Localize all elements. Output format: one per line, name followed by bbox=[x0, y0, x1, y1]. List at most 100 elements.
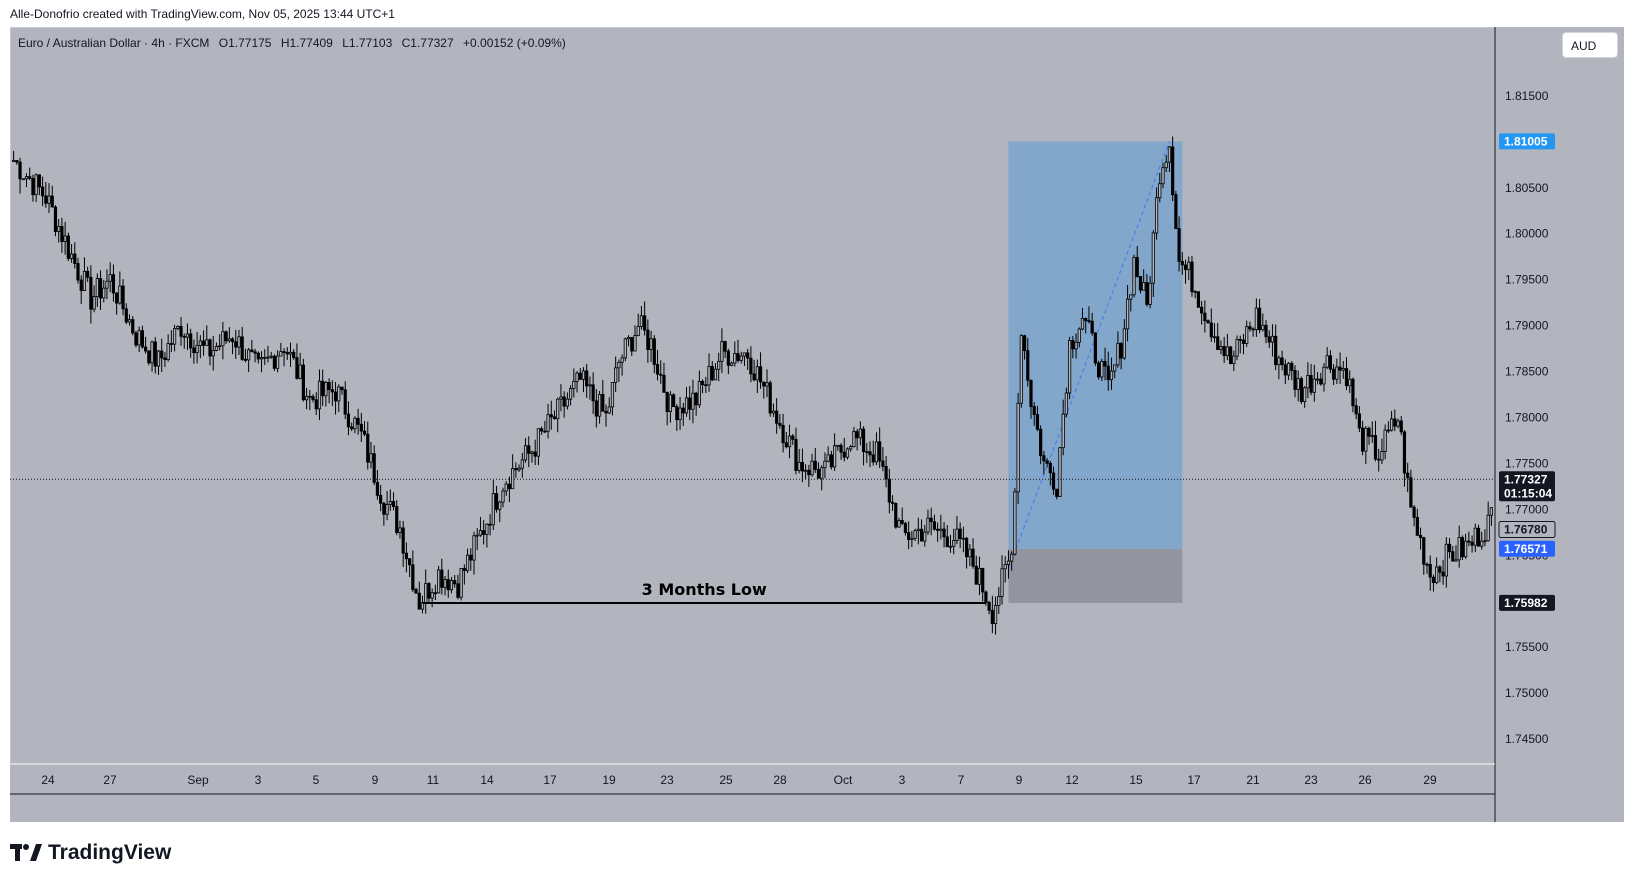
candle-body bbox=[791, 435, 795, 440]
candle-body bbox=[1151, 232, 1155, 284]
candle-body bbox=[391, 501, 396, 508]
candle-body bbox=[346, 413, 351, 428]
candle-body bbox=[1016, 402, 1020, 493]
candle-body bbox=[256, 352, 260, 360]
candle bbox=[752, 359, 756, 382]
candle-body bbox=[672, 394, 676, 408]
candle bbox=[1196, 291, 1201, 308]
candle bbox=[1245, 320, 1249, 347]
stop-zone bbox=[1008, 548, 1183, 603]
candle-body bbox=[395, 506, 399, 534]
currency-button[interactable]: AUD bbox=[1562, 32, 1618, 58]
candle bbox=[588, 376, 592, 400]
candle-body bbox=[308, 395, 312, 398]
stop-price-label-text: 1.75982 bbox=[1504, 596, 1548, 610]
candle bbox=[523, 438, 528, 463]
candle bbox=[1013, 488, 1017, 556]
candle bbox=[436, 565, 441, 594]
candle bbox=[1161, 162, 1165, 189]
price-chart[interactable]: 3 Months Low 1.815001.810001.805001.8000… bbox=[10, 27, 1624, 822]
candle-body bbox=[549, 414, 553, 418]
legend-low: L1.77103 bbox=[342, 36, 393, 50]
candle-body bbox=[952, 540, 956, 547]
candle bbox=[391, 492, 396, 511]
entry-price-label-bg bbox=[1499, 540, 1555, 557]
legend-high: H1.77409 bbox=[280, 36, 333, 50]
candle bbox=[900, 507, 904, 526]
price-axis[interactable] bbox=[1495, 27, 1624, 822]
candle-body bbox=[1068, 340, 1072, 394]
time-tick-label: 26 bbox=[1358, 773, 1372, 787]
candle bbox=[1235, 335, 1239, 361]
candle-body bbox=[758, 366, 763, 383]
candle-body bbox=[366, 433, 370, 463]
candle-body bbox=[1332, 368, 1336, 380]
candle bbox=[543, 420, 547, 433]
candle bbox=[1093, 332, 1097, 366]
candle bbox=[333, 382, 338, 415]
time-tick-label: 11 bbox=[427, 773, 440, 787]
candle bbox=[1061, 399, 1065, 456]
candle bbox=[1032, 402, 1036, 426]
candle-body bbox=[1006, 560, 1011, 565]
time-axis[interactable] bbox=[10, 762, 1624, 822]
candle bbox=[1084, 317, 1088, 334]
legend-symbol[interactable]: Euro / Australian Dollar · 4h · FXCM bbox=[18, 36, 210, 50]
candle-body bbox=[153, 341, 157, 367]
candle-body bbox=[501, 490, 505, 503]
candle bbox=[127, 314, 132, 326]
candle-body bbox=[359, 423, 363, 432]
candle-body bbox=[169, 343, 173, 345]
candle-body bbox=[823, 460, 827, 469]
candle-body bbox=[961, 537, 965, 540]
candle-body bbox=[1051, 472, 1056, 490]
candle-body bbox=[462, 568, 466, 571]
candle-body bbox=[1035, 414, 1040, 430]
candle bbox=[771, 403, 776, 417]
candle bbox=[317, 369, 322, 421]
candle-body bbox=[105, 280, 109, 289]
candle-body bbox=[520, 459, 524, 469]
candle bbox=[1296, 370, 1300, 402]
candle-body bbox=[984, 591, 988, 603]
candle bbox=[1373, 420, 1378, 462]
candle-body bbox=[176, 325, 180, 329]
candle-body bbox=[1476, 527, 1481, 547]
candle-body bbox=[717, 360, 721, 370]
candle bbox=[1232, 350, 1236, 372]
time-tick-label: 17 bbox=[1187, 773, 1201, 787]
candle-body bbox=[333, 391, 338, 402]
candle-body bbox=[993, 605, 998, 625]
candle-body bbox=[884, 465, 888, 480]
candle-body bbox=[482, 530, 486, 535]
candle-body bbox=[1142, 282, 1146, 291]
candle-body bbox=[1106, 365, 1110, 381]
candle bbox=[1080, 307, 1085, 331]
candle-body bbox=[279, 351, 283, 357]
candle bbox=[82, 257, 87, 291]
candle bbox=[375, 469, 380, 500]
candle-body bbox=[601, 393, 605, 412]
candle bbox=[974, 555, 978, 585]
candle bbox=[675, 404, 679, 431]
candle-body bbox=[295, 357, 299, 379]
candle bbox=[12, 150, 16, 162]
candle bbox=[910, 530, 914, 548]
candle bbox=[498, 500, 502, 523]
candle-body bbox=[678, 407, 682, 421]
candle-body bbox=[227, 338, 231, 342]
candle bbox=[356, 408, 360, 435]
candle bbox=[768, 380, 772, 417]
candle bbox=[704, 376, 708, 394]
candle bbox=[140, 325, 144, 349]
candle bbox=[549, 400, 553, 430]
candle bbox=[1460, 535, 1465, 560]
candle-body bbox=[321, 380, 325, 397]
candle bbox=[945, 525, 949, 548]
candle bbox=[108, 262, 112, 293]
candle-body bbox=[581, 370, 586, 380]
candle bbox=[691, 379, 695, 424]
candle-body bbox=[73, 253, 77, 264]
candle bbox=[1042, 450, 1046, 475]
candle-body bbox=[1312, 378, 1316, 393]
